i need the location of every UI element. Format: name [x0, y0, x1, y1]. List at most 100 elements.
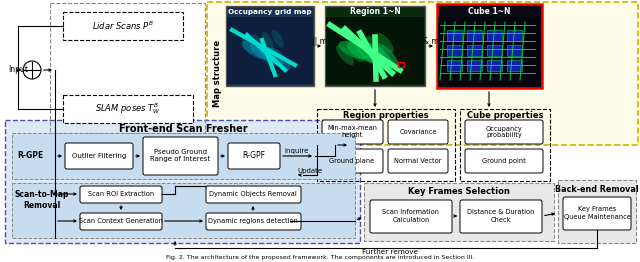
Text: Ground plane: Ground plane [330, 158, 374, 164]
Ellipse shape [346, 42, 364, 62]
Text: Dynamic regions detection: Dynamic regions detection [208, 218, 298, 224]
Text: Ground point: Ground point [482, 158, 526, 164]
FancyBboxPatch shape [465, 120, 543, 144]
Text: Region properties: Region properties [343, 112, 429, 121]
Text: Pseudo Ground
Range of Interest: Pseudo Ground Range of Interest [150, 150, 210, 162]
FancyBboxPatch shape [465, 149, 543, 173]
Text: Outlier Filtering: Outlier Filtering [72, 153, 126, 159]
Text: Min-max-mean
height: Min-max-mean height [327, 125, 377, 139]
Text: Dynamic Objects Removal: Dynamic Objects Removal [209, 191, 297, 197]
Text: Cube properties: Cube properties [467, 112, 543, 121]
FancyBboxPatch shape [370, 200, 452, 233]
Bar [226, 6, 314, 86]
Ellipse shape [272, 30, 284, 48]
Text: Occupancy
probability: Occupancy probability [486, 125, 522, 139]
Text: Back-end Removal: Back-end Removal [555, 184, 639, 194]
Text: Input: Input [8, 66, 28, 74]
Bar [460, 109, 550, 181]
Text: SLAM poses $T^B_W$: SLAM poses $T^B_W$ [95, 102, 161, 116]
Circle shape [23, 61, 41, 79]
Bar [487, 60, 502, 71]
Text: R-GPE: R-GPE [17, 151, 43, 161]
Ellipse shape [262, 32, 274, 50]
Ellipse shape [250, 43, 276, 63]
Bar [507, 45, 522, 56]
Text: Fig. 2. The architecture of the proposed framework. The components are introduce: Fig. 2. The architecture of the proposed… [166, 255, 474, 260]
FancyBboxPatch shape [388, 149, 448, 173]
Bar [438, 17, 541, 86]
Ellipse shape [356, 42, 386, 66]
Text: Distance & Duration
Check: Distance & Duration Check [467, 210, 534, 222]
Text: Scan ROI Extraction: Scan ROI Extraction [88, 191, 154, 197]
Ellipse shape [376, 33, 394, 53]
Bar [437, 4, 542, 88]
Text: Further remove: Further remove [362, 249, 418, 255]
Text: Cube 1~N: Cube 1~N [468, 7, 510, 15]
FancyBboxPatch shape [388, 120, 448, 144]
Bar [447, 60, 462, 71]
Text: Update: Update [298, 168, 323, 174]
FancyBboxPatch shape [322, 120, 383, 144]
Text: Covariance: Covariance [399, 129, 436, 135]
Bar [507, 30, 522, 41]
Ellipse shape [365, 43, 392, 69]
Text: Key Frames Selection: Key Frames Selection [408, 188, 510, 196]
FancyBboxPatch shape [322, 149, 383, 173]
Ellipse shape [347, 41, 379, 63]
Ellipse shape [366, 36, 384, 56]
Bar [12, 183, 355, 238]
Bar [364, 183, 554, 241]
Ellipse shape [259, 45, 283, 67]
Text: Region 1~N: Region 1~N [349, 8, 401, 17]
Text: Scan Context Generation: Scan Context Generation [79, 218, 163, 224]
FancyBboxPatch shape [563, 197, 631, 230]
Bar [467, 45, 482, 56]
Ellipse shape [242, 41, 268, 59]
Bar [558, 180, 636, 243]
FancyBboxPatch shape [206, 213, 301, 230]
Ellipse shape [356, 39, 374, 59]
Ellipse shape [252, 34, 264, 52]
FancyBboxPatch shape [80, 186, 162, 203]
Bar [487, 45, 502, 56]
Bar [467, 60, 482, 71]
FancyBboxPatch shape [460, 200, 542, 233]
Text: Occupancy grid map: Occupancy grid map [228, 9, 312, 15]
Text: & m: & m [423, 36, 439, 46]
FancyBboxPatch shape [206, 186, 301, 203]
Bar [12, 133, 355, 179]
FancyBboxPatch shape [228, 143, 280, 169]
Text: Scan Information
Calculation: Scan Information Calculation [383, 210, 440, 222]
Bar [207, 2, 638, 145]
Bar [63, 12, 183, 40]
Ellipse shape [336, 45, 354, 65]
FancyBboxPatch shape [143, 137, 218, 175]
Ellipse shape [242, 36, 254, 54]
Bar [63, 95, 193, 123]
Text: Scan-to-Map
Removal: Scan-to-Map Removal [15, 190, 69, 210]
Text: Inquire: Inquire [285, 148, 309, 154]
Text: R-GPF: R-GPF [243, 151, 266, 161]
Bar [326, 17, 424, 84]
Bar [447, 30, 462, 41]
Bar [317, 109, 455, 181]
Bar [398, 62, 404, 67]
Ellipse shape [339, 41, 372, 59]
Bar [487, 30, 502, 41]
Bar [447, 45, 462, 56]
Bar [50, 3, 205, 133]
Bar [507, 60, 522, 71]
Text: Key Frames
Queue Maintenance: Key Frames Queue Maintenance [564, 206, 630, 220]
FancyBboxPatch shape [65, 143, 133, 169]
Text: Front-end Scan Fresher: Front-end Scan Fresher [118, 124, 247, 134]
FancyBboxPatch shape [80, 213, 162, 230]
Bar [5, 120, 360, 243]
Ellipse shape [374, 43, 399, 73]
Text: || m: || m [312, 36, 326, 46]
Bar [467, 30, 482, 41]
Ellipse shape [268, 48, 291, 70]
Bar [227, 17, 313, 84]
Text: Lidar Scans $P^B$: Lidar Scans $P^B$ [92, 20, 154, 32]
Bar [325, 6, 425, 86]
Text: Map structure: Map structure [212, 40, 221, 107]
